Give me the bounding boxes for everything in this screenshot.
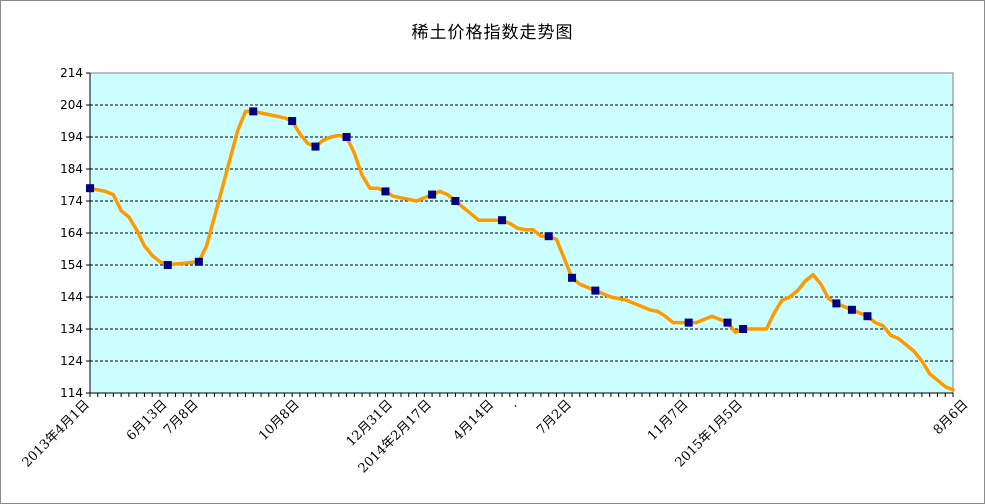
data-point-marker <box>163 261 172 269</box>
chart-title: 稀土价格指数走势图 <box>411 23 574 43</box>
data-point-marker <box>194 257 203 266</box>
data-point-marker <box>684 318 693 327</box>
data-point-marker <box>847 305 856 314</box>
data-point-marker <box>342 133 351 141</box>
x-tick-label: 10月8日 <box>256 397 303 444</box>
y-tick-label: 204 <box>60 98 83 112</box>
data-point-marker <box>86 184 94 193</box>
data-point-marker <box>498 216 507 225</box>
x-tick-label: 6月13日 <box>124 397 171 444</box>
x-tick-label: 8月6日 <box>931 397 972 438</box>
data-point-marker <box>568 273 577 282</box>
series-line <box>88 109 955 392</box>
x-tick-label: 2014年2月17日 <box>356 397 435 476</box>
data-point-marker <box>381 187 390 196</box>
data-point-marker <box>451 197 460 205</box>
data-point-marker <box>544 232 553 241</box>
x-tick-label: 7月8日 <box>161 397 202 438</box>
y-tick-label: 174 <box>60 194 83 208</box>
y-tick-label: 194 <box>60 130 83 144</box>
x-tick-label: 11月7日 <box>645 397 692 444</box>
data-point-marker <box>832 299 841 308</box>
data-point-marker <box>311 142 320 151</box>
data-point-marker <box>863 312 872 321</box>
y-tick-label: 124 <box>60 354 83 368</box>
data-point-marker <box>739 325 748 333</box>
y-tick-label: 144 <box>60 290 83 304</box>
data-point-marker <box>288 117 297 125</box>
data-point-marker <box>249 107 258 116</box>
x-tick-label: 4月14日 <box>451 397 498 444</box>
x-tick-label: 7月2日 <box>534 397 575 438</box>
y-tick-label: 114 <box>60 386 83 400</box>
data-point-marker <box>723 318 732 327</box>
y-tick-label: 154 <box>60 258 83 272</box>
data-point-marker <box>591 286 600 295</box>
y-tick-label: 164 <box>60 226 83 240</box>
x-tick-label: . <box>507 397 521 411</box>
y-tick-label: 184 <box>60 162 83 176</box>
data-point-marker <box>428 190 437 199</box>
y-tick-label: 134 <box>60 322 83 336</box>
x-tick-label: 2013年4月1日 <box>20 397 93 470</box>
y-tick-label: 214 <box>60 66 83 80</box>
